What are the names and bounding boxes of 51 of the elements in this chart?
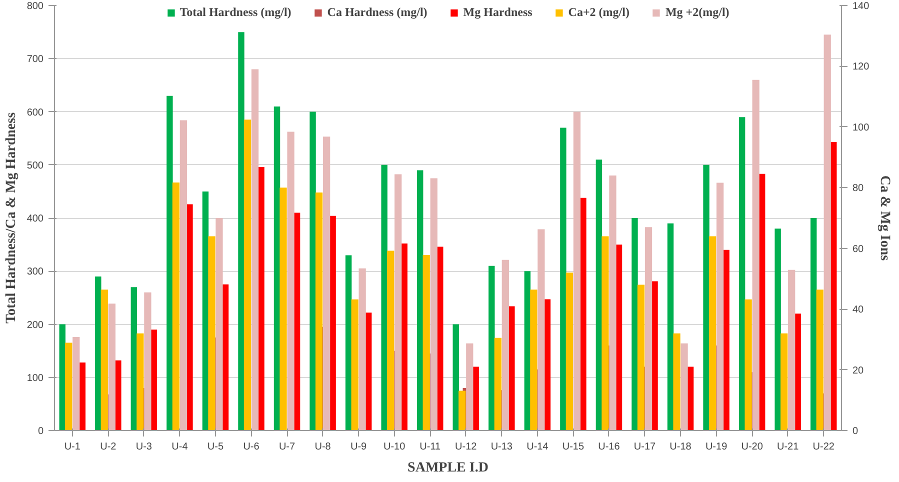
y2-tick-label: 0 bbox=[852, 426, 858, 437]
y2-axis-title: Ca & Mg Ions bbox=[877, 175, 892, 262]
y-tick-label: 100 bbox=[26, 372, 44, 384]
y-tick-label: 400 bbox=[26, 214, 44, 224]
x-tick-label: U-13 bbox=[490, 442, 513, 452]
y-tick-label: 800 bbox=[26, 1, 44, 12]
y2-tick-label: 40 bbox=[852, 304, 864, 316]
x-tick-label: U-21 bbox=[777, 442, 800, 452]
x-tick-label: U-16 bbox=[598, 442, 620, 452]
y2-tick-label: 100 bbox=[852, 122, 870, 134]
bar bbox=[452, 324, 459, 430]
x-tick-label: U-9 bbox=[350, 442, 368, 452]
x-tick-label: U-5 bbox=[207, 442, 224, 452]
x-tick-label: U-8 bbox=[314, 442, 332, 452]
x-tick-label: U-1 bbox=[64, 442, 81, 452]
x-tick-label: U-17 bbox=[634, 442, 656, 452]
x-tick-label: U-11 bbox=[420, 442, 442, 452]
x-tick-label: U-18 bbox=[670, 442, 692, 452]
x-tick-label: U-20 bbox=[741, 442, 764, 452]
y-axis-title: Total Hardness/Ca & Mg Hardness bbox=[4, 112, 19, 324]
y-tick-label: 500 bbox=[26, 160, 44, 172]
legend-label: Ca+2 (mg/l) bbox=[568, 5, 630, 20]
bar bbox=[738, 117, 746, 430]
x-tick-label: U-2 bbox=[100, 442, 117, 452]
legend-label: Ca Hardness (mg/l) bbox=[327, 5, 428, 20]
x-tick-label: U-14 bbox=[526, 442, 549, 452]
legend-label: Mg +2(mg/l) bbox=[665, 5, 730, 20]
y2-tick-label: 20 bbox=[852, 365, 864, 376]
x-tick-label: U-6 bbox=[243, 442, 260, 452]
bar bbox=[667, 223, 674, 430]
x-tick-label: U-12 bbox=[455, 442, 478, 452]
x-tick-label: U-10 bbox=[384, 442, 406, 452]
x-tick-label: U-4 bbox=[172, 442, 188, 452]
y-tick-label: 300 bbox=[26, 266, 44, 278]
x-tick-label: U-22 bbox=[812, 442, 835, 452]
x-tick-label: U-15 bbox=[562, 442, 584, 452]
y-tick-label: 200 bbox=[26, 320, 44, 331]
y2-tick-label: 60 bbox=[852, 244, 864, 255]
y2-tick-label: 140 bbox=[852, 1, 870, 12]
y-tick-label: 600 bbox=[26, 107, 44, 118]
x-tick-label: U-19 bbox=[705, 442, 728, 452]
y2-tick-label: 120 bbox=[852, 62, 870, 73]
x-axis-title: SAMPLE I.D bbox=[408, 460, 488, 476]
x-tick-label: U-3 bbox=[136, 442, 152, 452]
legend-label: Total Hardness (mg/l) bbox=[180, 5, 292, 20]
x-tick-label: U-7 bbox=[278, 442, 296, 452]
y-tick-label: 0 bbox=[38, 426, 44, 437]
legend-label: Mg Hardness bbox=[463, 5, 532, 20]
bar bbox=[774, 228, 781, 430]
y2-tick-label: 80 bbox=[852, 183, 864, 194]
y-tick-label: 700 bbox=[26, 54, 44, 66]
